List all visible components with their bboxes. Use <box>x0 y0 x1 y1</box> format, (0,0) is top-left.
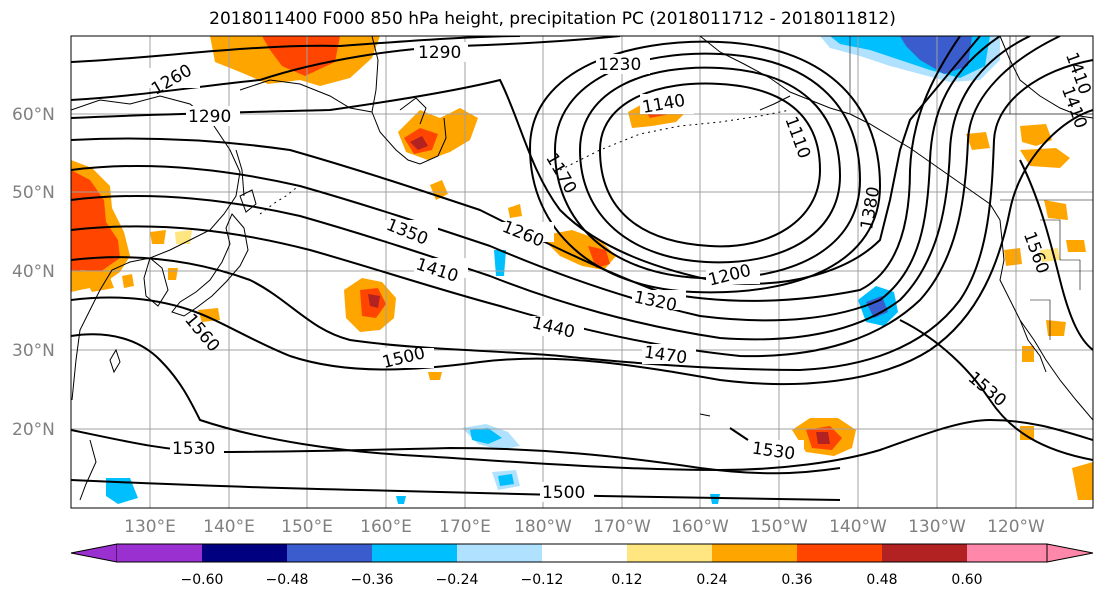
lon-label: 170°W <box>593 517 651 537</box>
map-frame <box>70 35 1094 509</box>
colorbar-bin <box>542 544 627 562</box>
colorbar-bin <box>627 544 712 562</box>
colorbar-tick-label: 0.24 <box>696 572 727 588</box>
colorbar-tick-label: 0.36 <box>781 572 812 588</box>
colorbar-bin <box>457 544 542 562</box>
colorbar-tick-label: −0.60 <box>181 572 224 588</box>
colorbar-bin <box>372 544 457 562</box>
lat-label: 60°N <box>12 105 55 125</box>
lon-label: 120°W <box>987 517 1045 537</box>
lon-label: 160°W <box>671 517 729 537</box>
lon-label: 170°E <box>439 517 491 537</box>
colorbar-tick-label: 0.48 <box>866 572 897 588</box>
lon-label: 130°W <box>908 517 966 537</box>
colorbar-extend-left <box>70 543 118 563</box>
borders <box>849 36 1093 340</box>
contour-label: 1290 <box>418 43 461 63</box>
colorbar-bin <box>202 544 287 562</box>
lon-label: 140°E <box>203 517 255 537</box>
colorbar-tick-label: 0.60 <box>951 572 982 588</box>
longitude-labels: 130°E 140°E 150°E 160°E 170°E 180°W 170°… <box>124 517 1045 537</box>
contour-label: 1380 <box>1093 34 1105 80</box>
lat-label: 40°N <box>12 262 55 282</box>
lat-label: 30°N <box>12 341 55 361</box>
lon-label: 180°W <box>514 517 572 537</box>
lon-label: 140°W <box>829 517 887 537</box>
lat-label: 20°N <box>12 420 55 440</box>
colorbar-bin <box>882 544 967 562</box>
lon-label: 150°W <box>750 517 808 537</box>
colorbar: −0.60 −0.48 −0.36 −0.24 −0.12 0.12 0.24 … <box>70 543 1094 588</box>
contour-label: 1500 <box>542 483 585 503</box>
colorbar-tick-label: −0.24 <box>436 572 479 588</box>
lon-label: 150°E <box>281 517 333 537</box>
colorbar-ticks: −0.60 −0.48 −0.36 −0.24 −0.12 0.12 0.24 … <box>181 572 983 588</box>
colorbar-tick-label: −0.12 <box>521 572 564 588</box>
colorbar-tick-label: −0.36 <box>351 572 394 588</box>
lat-label: 50°N <box>12 183 55 203</box>
latitude-labels: 60°N 50°N 40°N 30°N 20°N <box>12 105 55 440</box>
contour-label: 1530 <box>172 439 215 459</box>
map-title: 2018011400 F000 850 hPa height, precipit… <box>209 9 896 29</box>
colorbar-bin <box>117 544 202 562</box>
colorbar-bin <box>287 544 372 562</box>
contour-label: 1290 <box>188 107 231 127</box>
colorbar-bin <box>712 544 797 562</box>
contour-label: 1230 <box>598 55 641 75</box>
lon-label: 130°E <box>124 517 176 537</box>
colorbar-bin <box>967 544 1047 562</box>
lon-label: 160°E <box>360 517 412 537</box>
colorbar-tick-label: 0.12 <box>611 572 642 588</box>
colorbar-extend-right <box>1046 543 1094 563</box>
colorbar-tick-label: −0.48 <box>266 572 309 588</box>
colorbar-bin <box>797 544 882 562</box>
